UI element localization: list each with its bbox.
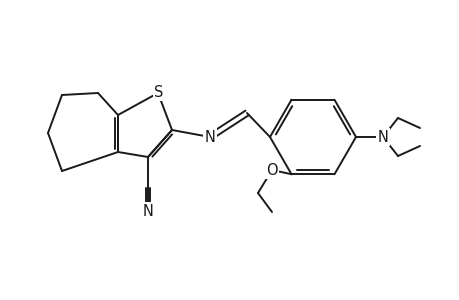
Text: N: N [204, 130, 215, 145]
Text: O: O [266, 163, 277, 178]
Text: S: S [154, 85, 163, 100]
Text: N: N [377, 130, 387, 145]
Text: N: N [142, 203, 153, 218]
